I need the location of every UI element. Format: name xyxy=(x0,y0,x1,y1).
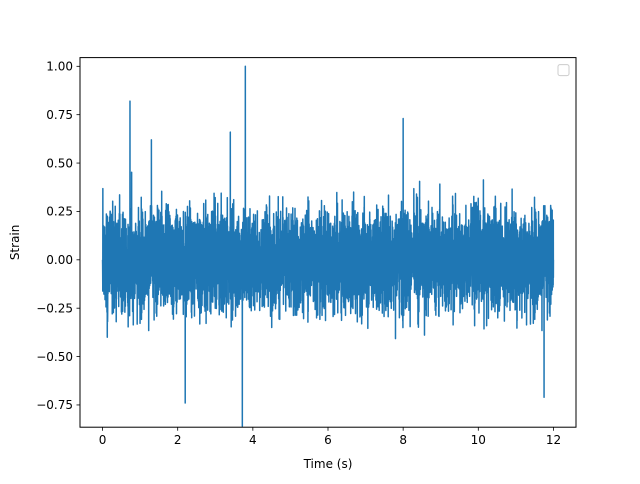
x-axis-ticks: 0 2 4 6 8 10 12 xyxy=(99,427,561,447)
x-axis-label: Time (s) xyxy=(303,457,353,471)
y-tick-label: 0.50 xyxy=(46,156,73,170)
x-tick-label: 2 xyxy=(174,433,182,447)
x-tick-label: 4 xyxy=(249,433,257,447)
x-tick-label: 12 xyxy=(546,433,561,447)
series-layer xyxy=(101,65,555,427)
y-tick-label: 0.00 xyxy=(46,253,73,267)
y-axis-ticks: −0.75 −0.50 −0.25 0.00 0.25 0.50 0.75 1.00 xyxy=(36,60,80,412)
y-tick-label: −0.75 xyxy=(36,398,73,412)
legend-box xyxy=(557,64,570,77)
y-tick-label: 0.75 xyxy=(46,108,73,122)
y-tick-label: 1.00 xyxy=(46,60,73,74)
y-tick-label: 0.25 xyxy=(46,205,73,219)
x-tick-label: 10 xyxy=(471,433,486,447)
y-tick-label: −0.50 xyxy=(36,350,73,364)
x-tick-label: 8 xyxy=(399,433,407,447)
x-tick-label: 6 xyxy=(324,433,332,447)
y-axis-label: Strain xyxy=(8,225,22,261)
x-tick-label: 0 xyxy=(99,433,107,447)
strain-series-line xyxy=(101,65,555,427)
y-tick-label: −0.25 xyxy=(36,301,73,315)
